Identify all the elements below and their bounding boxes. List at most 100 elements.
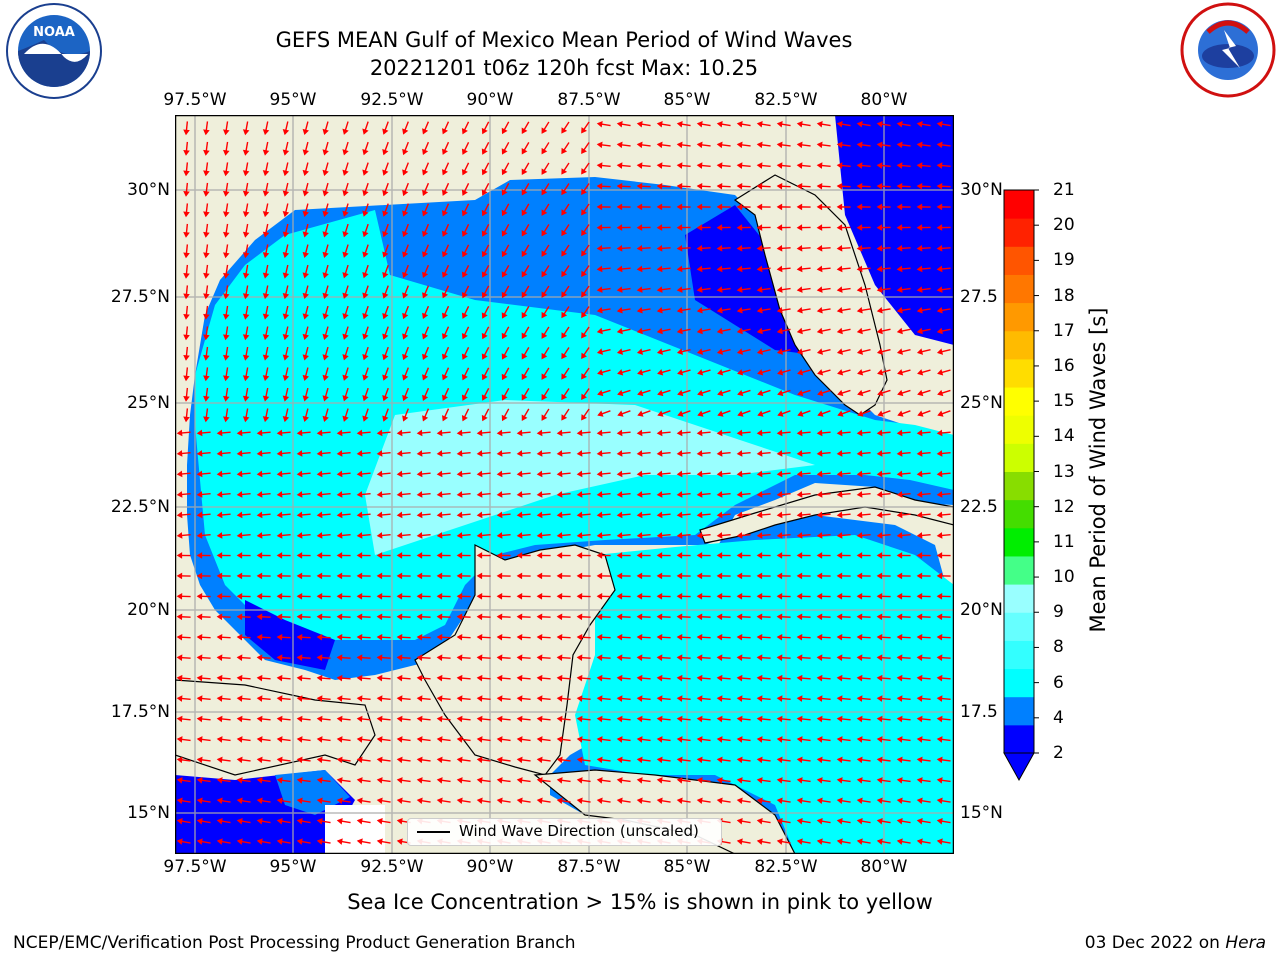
wind-arrow-head [316,572,323,580]
wind-arrow-head [836,838,843,845]
wind-arrow-head [716,162,723,169]
wind-arrow-head [336,674,343,682]
wind-arrow-head [576,572,583,580]
wind-arrow-head [896,532,903,539]
wind-arrow-head [696,695,703,702]
wind-arrow-head [541,332,548,339]
wind-arrow-head [576,715,583,723]
wind-arrow-head [436,797,443,805]
wind-arrow-head [916,182,923,190]
wind-arrow-head [756,715,763,723]
wind-arrow-head [336,797,343,805]
wind-arrow-head [896,470,903,478]
wind-arrow-head [296,838,303,845]
wind-arrow-head [422,292,429,299]
wind-arrow-head [656,141,663,149]
wind-arrow-head [362,354,369,361]
wind-arrow-head [936,572,943,580]
wind-arrow-head [376,491,383,498]
wind-arrow-head [616,203,623,211]
wind-arrow-head [877,389,884,397]
wind-arrow-head [716,511,723,519]
wind-arrow-head [336,572,343,580]
wind-arrow-head [276,633,283,641]
wind-arrow-head [382,189,389,197]
wind-arrow-head [176,797,183,805]
colorbar-bin [1004,246,1034,275]
wind-arrow-head [917,410,924,417]
wind-arrow-head [676,552,683,559]
wind-arrow-head [697,410,704,417]
wind-arrow-head [282,416,290,423]
wind-arrow-head [616,511,623,519]
wind-arrow-head [262,395,270,402]
wind-arrow-head [476,756,483,764]
wind-arrow-head [796,327,803,335]
wind-arrow-head [322,374,329,381]
wind-arrow-head [676,203,683,211]
map-frame [175,115,954,854]
wind-arrow-head [362,374,369,381]
wind-arrow-head [256,450,263,457]
colorbar-bin [1004,724,1034,754]
wind-arrow-head [896,203,903,211]
chart-title: GEFS MEAN Gulf of Mexico Mean Period of … [275,28,853,52]
colorbar-tick-label: 6 [1053,672,1064,693]
wind-arrow-head [396,838,403,845]
wind-arrow-head [937,369,944,376]
wind-arrow-head [856,348,864,355]
wind-arrow-head [776,633,783,641]
wind-arrow-head [676,224,683,231]
wind-arrow-head [436,674,443,682]
colorbar-tick-label: 13 [1053,461,1075,482]
wind-arrow-head [796,470,803,478]
wind-arrow-head [236,552,243,559]
wind-arrow-head [402,374,409,381]
wind-arrow-head [716,777,723,784]
wind-arrow-head [216,470,223,478]
wind-arrow-head [776,593,783,600]
wind-arrow-head [282,375,290,382]
wind-arrow-head [797,389,804,397]
wind-arrow-head [556,511,563,519]
wind-arrow-head [376,532,383,539]
wind-arrow-head [716,532,723,539]
wind-arrow-head [356,756,363,764]
wind-arrow-head [696,674,703,682]
colorbar-bin [1004,471,1034,501]
wind-arrow-head [696,532,703,539]
wind-arrow-head [716,756,723,764]
wind-arrow-head [716,429,723,437]
wind-arrow-head [596,633,603,641]
wind-arrow-head [282,334,290,341]
wind-arrow-head [356,593,363,600]
wind-arrow-head [616,797,623,805]
wind-arrow-head [416,777,423,784]
wind-arrow-head [656,572,663,580]
wind-arrow-head [637,410,644,417]
wind-arrow-head [362,128,369,135]
wind-arrow-head [616,265,623,273]
wind-arrow-head [402,210,409,217]
wind-arrow-head [796,797,803,805]
wind-arrow-head [216,511,223,519]
wind-arrow-head [896,674,903,682]
wind-arrow-head [461,291,468,299]
colorbar-tick-label: 14 [1053,426,1075,447]
wind-arrow-head [596,265,603,273]
wind-arrow-head [776,674,783,682]
wind-arrow-head [316,797,323,805]
wind-arrow-head [716,736,723,743]
wind-arrow-head [616,162,623,169]
wind-arrow-head [816,244,823,252]
wind-arrow-head [716,633,723,641]
wind-arrow-head [501,312,508,319]
sea-ice-note: Sea Ice Concentration > 15% is shown in … [347,890,933,914]
wind-arrow-head [476,429,483,437]
wind-arrow-head [256,817,263,825]
wind-arrow-head [856,674,863,682]
wind-arrow-head [256,777,263,784]
wind-arrow-head [282,170,290,177]
wind-arrow-head [756,674,763,682]
wind-arrow-head [856,736,863,743]
